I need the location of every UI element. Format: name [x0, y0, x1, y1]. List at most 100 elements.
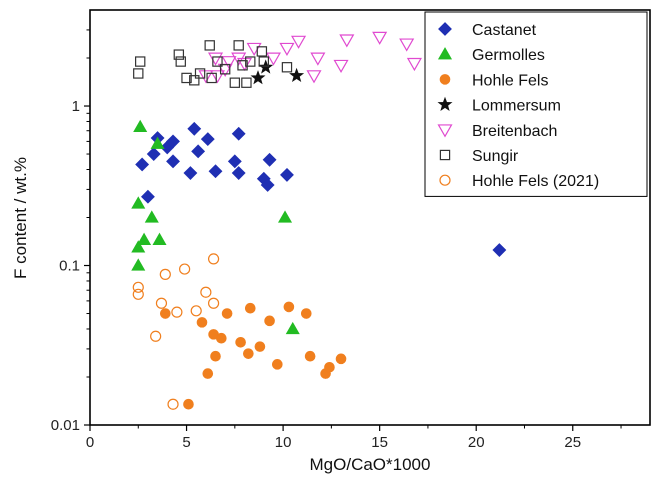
point-hohle-fels: [202, 368, 214, 379]
point-hohle-fels: [160, 308, 171, 319]
point-hohle-fels: [283, 301, 295, 313]
point-hohle-fels: [235, 337, 246, 348]
point-hohle-fels-2021: [207, 253, 220, 265]
x-tick-label: 25: [564, 434, 581, 451]
point-castanet: [183, 166, 198, 180]
point-germolles: [131, 196, 146, 209]
point-breitenbach: [198, 70, 214, 84]
point-lommersum: [289, 67, 305, 83]
point-germolles: [131, 240, 146, 253]
point-breitenbach: [291, 35, 307, 49]
legend-marker: [439, 149, 451, 161]
data-points: [131, 31, 507, 410]
point-breitenbach: [246, 42, 262, 57]
point-germolles: [285, 321, 300, 335]
point-hohle-fels: [244, 302, 256, 314]
legend-box: [424, 11, 648, 197]
x-tick-label: 10: [275, 434, 292, 451]
point-castanet: [492, 243, 507, 257]
point-hohle-fels-2021: [171, 306, 183, 318]
point-castanet: [227, 154, 242, 169]
point-castanet: [166, 134, 180, 149]
x-tick-label: 5: [182, 434, 190, 451]
point-hohle-fels: [272, 359, 283, 370]
y-tick-label: 0.01: [51, 417, 80, 434]
point-germolles: [150, 136, 165, 149]
point-sungir: [212, 56, 223, 67]
legend-label: Breitenbach: [472, 123, 557, 140]
legend-marker: [437, 124, 453, 138]
point-hohle-fels: [243, 348, 254, 359]
point-castanet: [146, 147, 161, 161]
legend-label: Hohle Fels (2021): [472, 173, 599, 190]
point-hohle-fels-2021: [200, 286, 212, 298]
point-castanet: [231, 166, 246, 180]
point-germolles: [137, 232, 152, 245]
point-lommersum: [250, 70, 266, 85]
point-castanet: [187, 121, 202, 136]
point-hohle-fels-2021: [207, 297, 220, 309]
point-hohle-fels-2021: [179, 263, 191, 275]
point-hohle-fels: [335, 353, 347, 365]
point-hohle-fels: [183, 398, 194, 410]
point-sungir: [175, 56, 186, 67]
legend-label: Lommersum: [472, 98, 561, 115]
point-sungir: [233, 40, 244, 51]
point-hohle-fels: [210, 350, 221, 362]
point-castanet: [191, 144, 206, 159]
point-sungir: [189, 75, 200, 86]
point-hohle-fels-2021: [150, 330, 162, 342]
axis-ticks: 0 5 10 15 20 25 0.01 0.1 1: [51, 29, 622, 451]
point-hohle-fels: [304, 350, 316, 362]
y-axis-title: F content / wt.%: [11, 157, 30, 279]
point-sungir: [245, 56, 256, 67]
point-breitenbach: [265, 52, 281, 66]
point-castanet: [262, 152, 277, 167]
point-breitenbach: [279, 42, 295, 57]
point-hohle-fels-2021: [159, 268, 171, 280]
point-castanet: [166, 154, 180, 169]
point-hohle-fels: [216, 332, 227, 344]
point-sungir: [204, 40, 215, 51]
point-breitenbach: [209, 70, 225, 84]
point-sungir: [258, 56, 269, 67]
y-tick-label: 1: [72, 98, 80, 115]
point-sungir: [206, 72, 217, 84]
x-tick-label: 20: [468, 434, 485, 451]
point-sungir: [281, 62, 293, 73]
point-breitenbach: [221, 56, 237, 70]
legend-label: Castanet: [472, 22, 537, 39]
point-hohle-fels: [221, 308, 233, 319]
point-hohle-fels: [196, 317, 208, 328]
point-hohle-fels-2021: [167, 398, 179, 410]
point-sungir: [229, 77, 241, 88]
x-tick-label: 0: [86, 434, 94, 451]
point-castanet: [141, 189, 155, 204]
legend: Castanet Germolles Hohle Fels Lommersum Brei…: [424, 11, 648, 197]
point-breitenbach: [406, 57, 422, 72]
x-tick-label: 15: [371, 434, 388, 451]
point-sungir: [241, 77, 252, 88]
point-hohle-fels: [254, 341, 266, 352]
legend-marker: [438, 22, 452, 36]
point-hohle-fels-2021: [132, 288, 144, 300]
legend-label: Hohle Fels: [472, 72, 548, 89]
point-castanet: [280, 167, 294, 182]
x-axis-title: MgO/CaO*1000: [310, 455, 431, 474]
point-sungir: [133, 68, 144, 79]
point-breitenbach: [339, 34, 355, 48]
point-breitenbach: [372, 31, 388, 45]
point-castanet: [231, 126, 246, 141]
point-hohle-fels: [264, 315, 275, 327]
point-sungir: [237, 60, 248, 71]
legend-marker: [439, 74, 451, 85]
point-germolles: [152, 232, 167, 245]
point-castanet: [208, 164, 223, 179]
legend-marker: [439, 174, 451, 186]
point-breitenbach: [306, 70, 322, 84]
point-hohle-fels-2021: [190, 305, 202, 317]
point-castanet: [200, 132, 215, 147]
point-sungir: [194, 68, 206, 79]
point-sungir: [173, 49, 185, 60]
point-breitenbach: [333, 59, 349, 74]
